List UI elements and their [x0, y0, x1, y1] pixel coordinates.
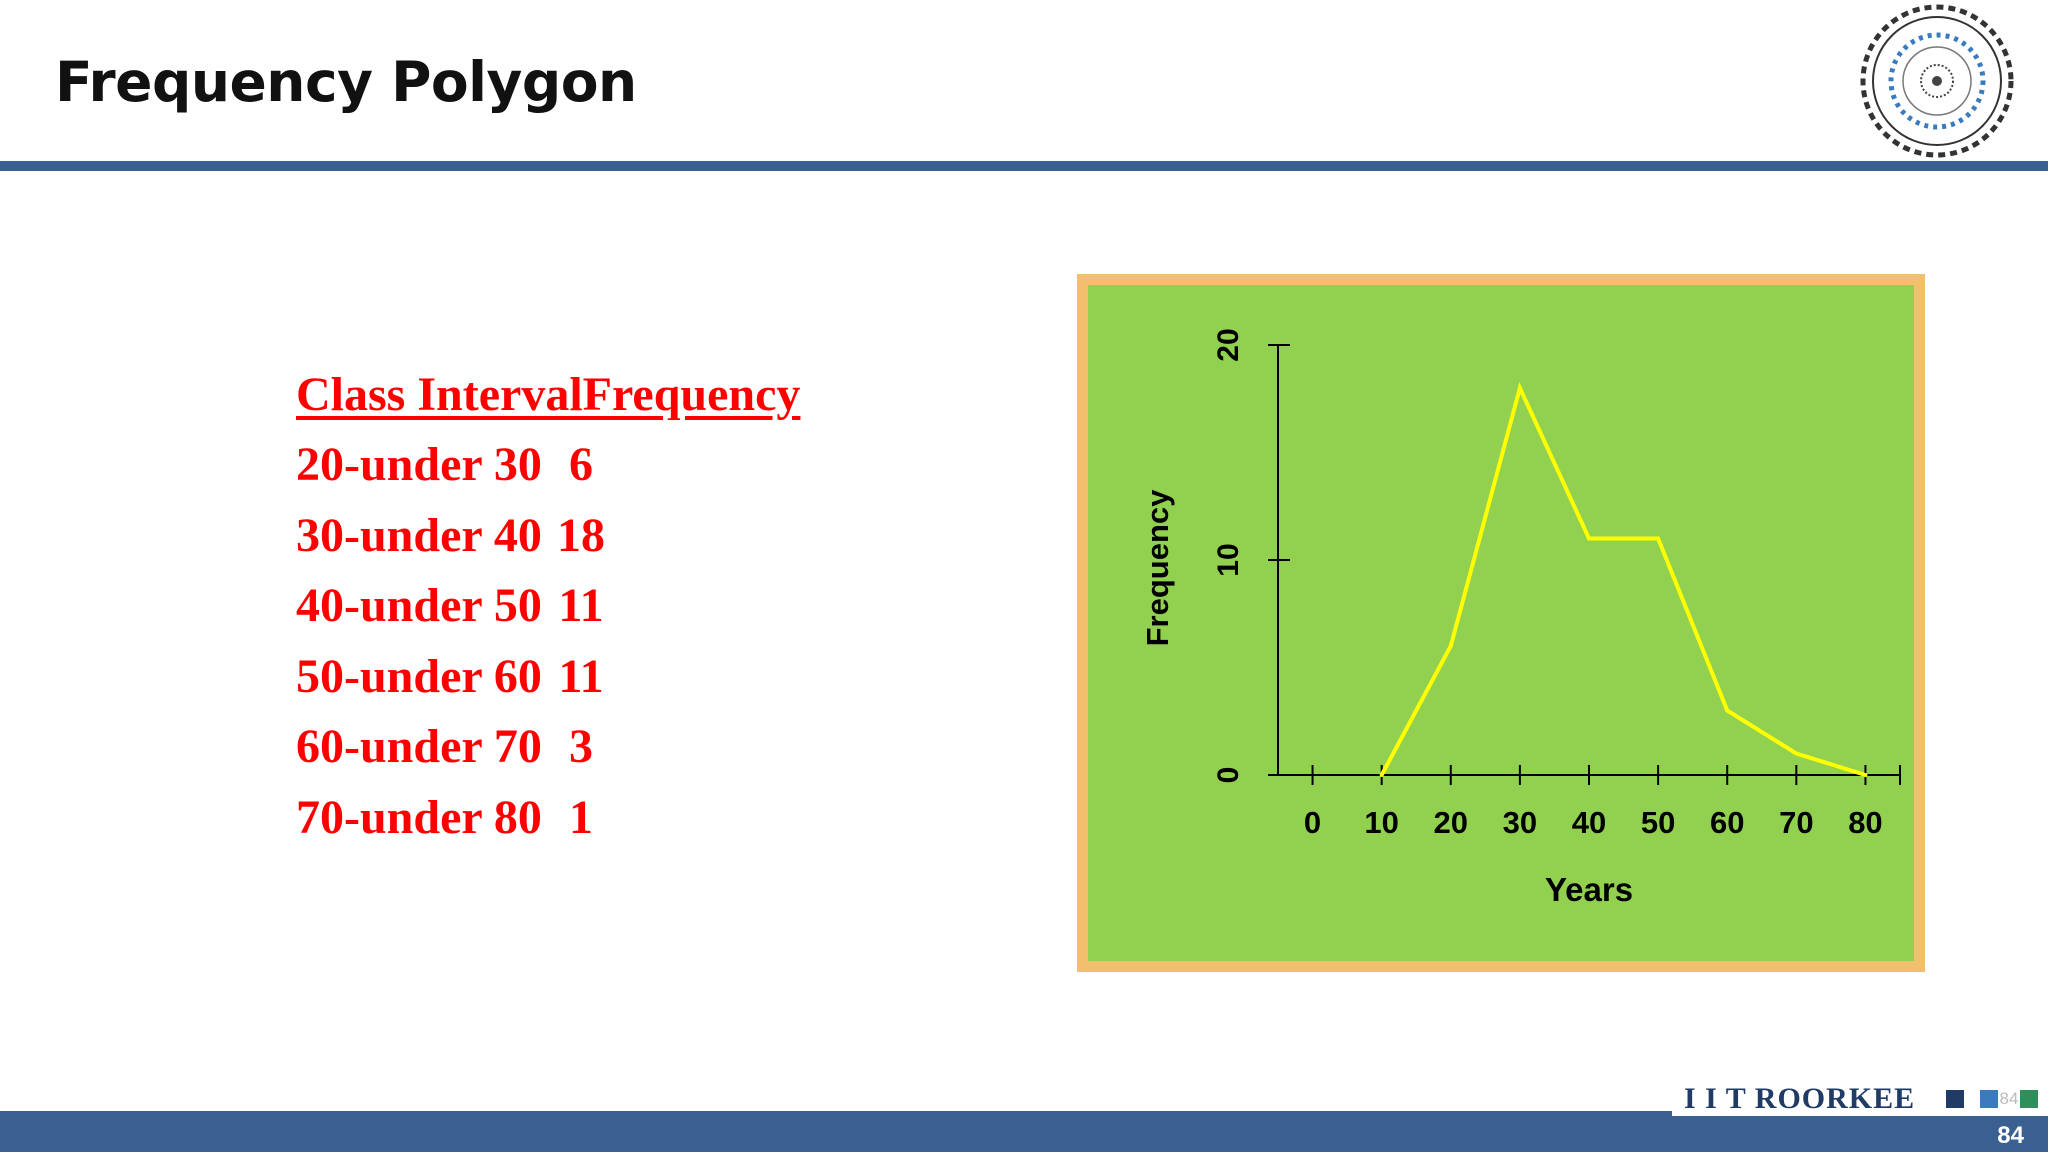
x-tick-label: 40: [1572, 805, 1606, 840]
footer-brand: I I T ROORKEE 84: [1672, 1082, 2048, 1116]
table-row: 70-under 80 1: [296, 783, 800, 854]
header-divider: [0, 161, 2048, 171]
table-row: 20-under 30 6: [296, 430, 800, 501]
y-tick-label: 10: [1212, 543, 1245, 576]
page-number: 84: [1997, 1122, 2024, 1149]
brand-square-icon: [1946, 1090, 1964, 1108]
x-tick-label: 30: [1503, 805, 1537, 840]
x-tick-label: 10: [1364, 805, 1398, 840]
brand-page-number: 84: [1999, 1089, 2019, 1108]
table-row: 40-under 50 11: [296, 571, 800, 642]
footer-bar: [0, 1111, 2048, 1152]
x-tick-label: 20: [1434, 805, 1468, 840]
iit-roorkee-logo: [1860, 4, 2014, 158]
data-point: [1863, 773, 1868, 777]
table-header: Class IntervalFrequency: [296, 368, 801, 421]
data-point: [1379, 773, 1384, 777]
frequency-value: 11: [558, 649, 604, 703]
table-row: 50-under 60 11: [296, 642, 800, 713]
brand-square-icon: [2020, 1090, 2038, 1108]
class-interval: 30-under 40: [296, 508, 542, 562]
y-axis-label: Frequency: [1140, 489, 1175, 647]
frequency-value: 3: [569, 720, 593, 773]
class-interval: 20-under 30: [296, 438, 542, 491]
table-row: 60-under 70 3: [296, 712, 800, 783]
frequency-value: 11: [558, 579, 604, 632]
x-axis-label: Years: [1545, 871, 1633, 908]
class-interval: 40-under 50: [296, 579, 542, 632]
frequency-table: Class IntervalFrequency 20-under 30 6 30…: [296, 360, 800, 853]
brand-square-icon: [1980, 1090, 1998, 1108]
x-tick-label: 70: [1779, 805, 1813, 840]
data-point: [1725, 708, 1730, 713]
class-interval: 70-under 80: [296, 790, 542, 844]
frequency-value: 6: [569, 438, 593, 491]
data-point: [1656, 536, 1661, 541]
data-point: [1448, 644, 1453, 648]
y-tick-label: 0: [1212, 767, 1245, 784]
series-line: [1379, 382, 1867, 777]
x-tick-label: 50: [1641, 805, 1675, 840]
data-point: [1517, 386, 1522, 390]
data-point: [1794, 751, 1799, 756]
frequency-value: 1: [569, 790, 593, 844]
table-row: 30-under 40 18: [296, 501, 800, 572]
y-tick-label: 20: [1212, 328, 1245, 361]
x-tick-label: 60: [1710, 805, 1744, 840]
slide-title: Frequency Polygon: [55, 50, 637, 114]
chart-panel: 0 10 20 0 10 20 30 40 50 60 70 80 Years Frequency: [1077, 274, 1925, 972]
class-interval: 60-under 70: [296, 720, 542, 773]
x-tick-label: 80: [1848, 805, 1882, 840]
x-tick-label: 0: [1304, 805, 1321, 840]
frequency-value: 18: [557, 508, 605, 562]
data-point: [1587, 536, 1591, 541]
class-interval: 50-under 60: [296, 649, 542, 703]
frequency-polygon-chart: 0 10 20 0 10 20 30 40 50 60 70 80 Years Frequency: [1140, 328, 1901, 908]
brand-wordmark: I I T ROORKEE: [1684, 1082, 1916, 1115]
